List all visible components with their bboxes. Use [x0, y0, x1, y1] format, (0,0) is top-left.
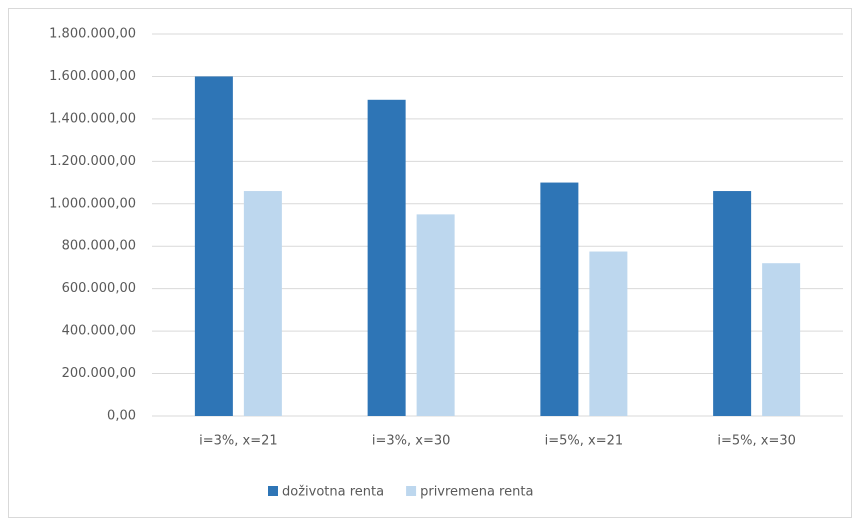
bar	[540, 182, 579, 416]
y-tick-label: 1.200.000,00	[49, 154, 136, 169]
y-tick-label: 1.400.000,00	[49, 111, 136, 126]
y-tick-label: 1.600.000,00	[49, 69, 136, 84]
bar	[367, 99, 406, 417]
legend-label: doživotna renta	[282, 485, 384, 500]
bar	[713, 191, 752, 416]
y-tick-label: 1.800.000,00	[49, 27, 136, 42]
bar	[762, 263, 801, 416]
x-tick-label: i=3%, x=21	[199, 434, 278, 449]
x-tick-label: i=3%, x=30	[372, 434, 451, 449]
bar	[243, 191, 282, 416]
x-tick-label: i=5%, x=21	[545, 434, 624, 449]
legend-label: privremena renta	[420, 485, 533, 500]
y-tick-label: 800.000,00	[62, 239, 136, 254]
y-tick-label: 400.000,00	[62, 324, 136, 339]
y-tick-label: 1.000.000,00	[49, 196, 136, 211]
legend-swatch	[268, 486, 278, 496]
y-tick-label: 200.000,00	[62, 366, 136, 381]
bar	[416, 214, 455, 416]
bar	[194, 76, 233, 416]
bar	[589, 251, 628, 416]
y-tick-label: 0,00	[107, 409, 136, 424]
legend-swatch	[406, 486, 417, 496]
x-tick-label: i=5%, x=30	[717, 434, 796, 449]
y-tick-label: 600.000,00	[62, 281, 136, 296]
